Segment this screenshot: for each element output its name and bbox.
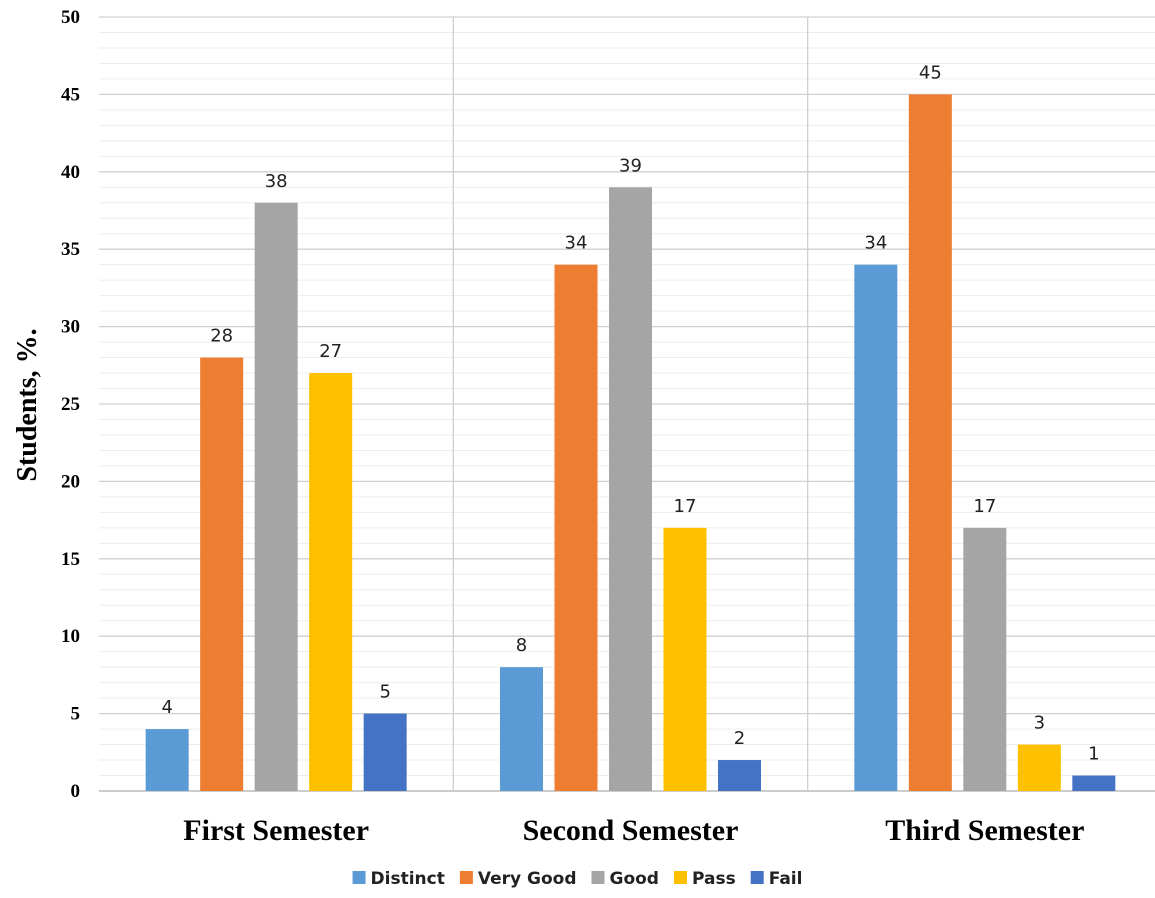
legend: Distinct Very Good Good Pass Fail — [352, 869, 803, 889]
bar-pass-1 — [309, 373, 353, 791]
data-label: 45 — [919, 62, 942, 83]
bar-very-good-3 — [908, 94, 952, 791]
bar-good-2 — [609, 187, 652, 791]
y-tick-label: 25 — [61, 394, 80, 415]
bar-fail-1 — [363, 713, 407, 791]
data-label: 17 — [674, 496, 697, 517]
legend-swatch — [352, 871, 366, 884]
data-label: 28 — [210, 326, 233, 347]
category-separators — [452, 17, 809, 791]
data-label: 8 — [516, 635, 527, 656]
y-tick-label: 35 — [61, 239, 80, 260]
y-tick-label: 5 — [71, 704, 81, 725]
legend-label: Pass — [692, 869, 736, 889]
y-tick-label: 45 — [61, 84, 80, 105]
bar-fail-2 — [718, 760, 761, 791]
data-label: 38 — [265, 171, 288, 192]
bar-good-3 — [963, 527, 1007, 791]
bar-distinct-1 — [145, 729, 189, 791]
legend-swatch — [750, 871, 764, 884]
bar-distinct-3 — [854, 264, 898, 791]
legend-swatch — [591, 871, 605, 884]
data-label: 1 — [1088, 744, 1099, 765]
data-label: 5 — [379, 682, 390, 703]
bars — [145, 94, 1116, 791]
data-labels: 4 28 38 27 5 8 34 39 17 2 34 45 17 3 1 — [161, 62, 1099, 764]
data-label: 34 — [864, 233, 887, 254]
y-tick-label: 0 — [71, 781, 81, 802]
data-label: 17 — [973, 496, 996, 517]
data-label: 3 — [1034, 713, 1045, 734]
bar-pass-2 — [663, 527, 707, 791]
bar-fail-3 — [1072, 775, 1116, 791]
legend-swatch — [459, 871, 473, 884]
y-tick-label: 40 — [61, 162, 80, 183]
bar-very-good-2 — [554, 264, 598, 791]
y-axis-ticks: 0 5 10 15 20 25 30 35 40 45 50 — [61, 7, 80, 802]
x-category-label: Second Semester — [523, 814, 739, 847]
legend-label: Good — [610, 869, 659, 889]
data-label: 39 — [619, 155, 642, 176]
y-tick-label: 20 — [61, 471, 80, 492]
y-tick-label: 30 — [61, 317, 80, 338]
x-axis-categories: First Semester Second Semester Third Semes… — [183, 814, 1084, 847]
legend-label: Fail — [769, 869, 803, 889]
data-label: 2 — [734, 728, 745, 749]
data-label: 34 — [565, 233, 588, 254]
x-category-label: First Semester — [183, 814, 369, 847]
y-axis-label: Students, %. — [12, 328, 43, 481]
legend-swatch — [673, 871, 687, 884]
legend-label: Distinct — [371, 869, 445, 889]
y-tick-label: 10 — [61, 626, 80, 647]
data-label: 27 — [319, 341, 342, 362]
bar-good-1 — [254, 202, 298, 791]
y-tick-label: 50 — [61, 7, 80, 28]
bar-very-good-1 — [200, 357, 244, 791]
y-tick-label: 15 — [61, 549, 80, 570]
data-label: 4 — [161, 697, 172, 718]
legend-label: Very Good — [478, 869, 577, 889]
x-category-label: Third Semester — [885, 814, 1084, 847]
bar-distinct-2 — [500, 667, 543, 791]
bar-pass-3 — [1017, 744, 1061, 791]
